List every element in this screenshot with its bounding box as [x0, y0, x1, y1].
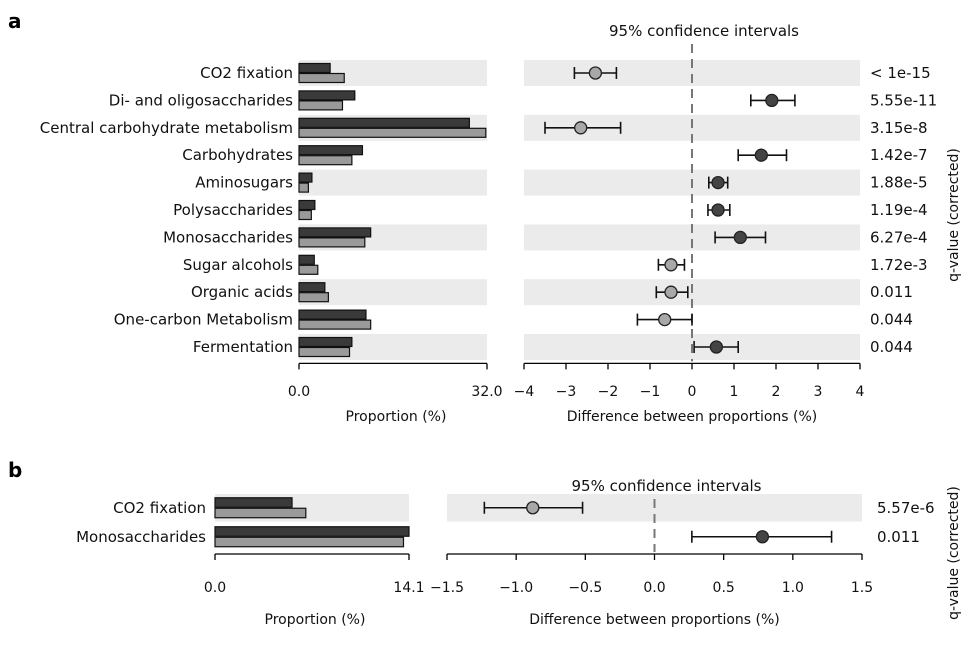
q-value-axis-label: q-value (corrected): [946, 148, 962, 282]
ci-x-tick-label: 0: [688, 384, 697, 400]
category-label: Carbohydrates: [182, 146, 293, 164]
ci-x-tick-label: −2: [598, 384, 619, 400]
category-label: Central carbohydrate metabolism: [40, 119, 293, 137]
bar-series-1: [298, 309, 367, 320]
q-value-axis-label: q-value (corrected): [946, 486, 962, 620]
ci-x-tick-label: 1.5: [851, 580, 873, 596]
bar-series-2: [298, 72, 345, 84]
x-axis-label: Proportion (%): [265, 612, 366, 628]
panel-letter: a: [8, 9, 22, 33]
q-value: 1.72e-3: [870, 256, 928, 274]
bar-series-1: [298, 336, 353, 348]
row-stripe: [299, 169, 487, 196]
ci-x-tick-label: −1.0: [499, 580, 533, 596]
bar-series-2: [298, 346, 351, 358]
ci-mean-point: [658, 312, 672, 327]
panel-letter: b: [8, 458, 22, 482]
ci-title: 95% confidence intervals: [572, 477, 762, 495]
bar-series-2: [298, 127, 487, 138]
ci-x-axis-label: Difference between proportions (%): [529, 612, 780, 628]
ci-x-tick-label: 0.0: [643, 580, 665, 596]
q-value: 5.57e-6: [877, 499, 935, 517]
ci-mean-point: [765, 93, 779, 108]
q-value: 3.15e-8: [870, 119, 928, 137]
ci-x-tick-label: 3: [814, 384, 823, 400]
category-label: One-carbon Metabolism: [114, 311, 293, 329]
row-stripe: [299, 279, 487, 306]
ci-mean-point: [754, 148, 768, 162]
x-tick-label: 32.0: [471, 384, 502, 400]
category-label: CO2 fixation: [113, 499, 206, 517]
x-tick-label: 14.1: [393, 580, 424, 596]
bar-series-2: [298, 100, 344, 111]
ci-mean-point: [755, 530, 770, 544]
bar-series-2: [298, 237, 366, 248]
ci-x-tick-label: 1: [730, 384, 739, 400]
bar-series-1: [298, 172, 313, 183]
ci-mean-point: [709, 340, 724, 354]
bar-series-2: [298, 319, 372, 330]
x-axis-label: Proportion (%): [346, 409, 447, 425]
ci-x-axis-label: Difference between proportions (%): [567, 409, 818, 425]
q-value: 5.55e-11: [870, 91, 937, 109]
ci-x-tick-label: −1: [640, 384, 661, 400]
ci-x-tick-label: −0.5: [568, 580, 602, 596]
category-label: Di- and oligosaccharides: [109, 91, 293, 109]
q-value: < 1e-15: [870, 64, 931, 82]
ci-mean-point: [526, 501, 540, 515]
q-value: 0.011: [870, 283, 913, 301]
category-label: Aminosugars: [195, 174, 293, 192]
bar-series-1: [298, 254, 315, 265]
bar-series-2: [298, 264, 319, 275]
bar-series-1: [298, 282, 326, 293]
category-label: Organic acids: [191, 283, 293, 301]
q-value: 1.88e-5: [870, 174, 928, 192]
ci-mean-point: [664, 258, 678, 272]
category-label: Polysaccharides: [173, 201, 293, 219]
bar-series-1: [214, 526, 410, 537]
q-value: 1.19e-4: [870, 201, 928, 219]
bar-series-1: [298, 199, 316, 211]
ci-mean-point: [664, 285, 678, 299]
ci-x-tick-label: 1.0: [782, 580, 804, 596]
q-value: 1.42e-7: [870, 146, 928, 164]
ci-x-tick-label: −4: [514, 384, 535, 400]
q-value: 0.044: [870, 338, 913, 356]
ci-mean-point: [711, 175, 725, 190]
ci-x-tick-label: 2: [772, 384, 781, 400]
bar-series-2: [298, 209, 312, 221]
q-value: 0.011: [877, 528, 920, 546]
ci-mean-point: [711, 203, 725, 217]
ci-x-tick-label: −3: [556, 384, 577, 400]
category-label: Monosaccharides: [163, 228, 293, 246]
category-label: Fermentation: [193, 338, 293, 356]
x-tick-label: 0.0: [204, 580, 226, 596]
bar-series-2: [298, 182, 309, 193]
bar-series-2: [214, 507, 307, 519]
q-value: 0.044: [870, 311, 913, 329]
ci-x-tick-label: 0.5: [713, 580, 735, 596]
ci-mean-point: [733, 230, 747, 245]
bar-series-1: [298, 145, 364, 156]
bar-series-1: [214, 497, 293, 508]
bar-series-2: [298, 292, 329, 303]
q-value: 6.27e-4: [870, 228, 928, 246]
ci-mean-point: [588, 66, 603, 80]
x-tick-label: 0.0: [288, 384, 310, 400]
category-label: CO2 fixation: [200, 64, 293, 82]
category-label: Sugar alcohols: [183, 256, 293, 274]
bar-series-2: [298, 155, 353, 166]
bar-series-1: [298, 227, 372, 238]
ci-mean-point: [574, 121, 588, 135]
bar-series-1: [298, 62, 331, 74]
bar-series-1: [298, 117, 470, 128]
ci-title: 95% confidence intervals: [609, 22, 799, 40]
ci-x-tick-label: −1.5: [430, 580, 464, 596]
ci-x-tick-label: 4: [856, 384, 865, 400]
category-label: Monosaccharides: [76, 528, 206, 546]
bar-series-2: [214, 536, 405, 548]
bar-series-1: [298, 90, 356, 101]
